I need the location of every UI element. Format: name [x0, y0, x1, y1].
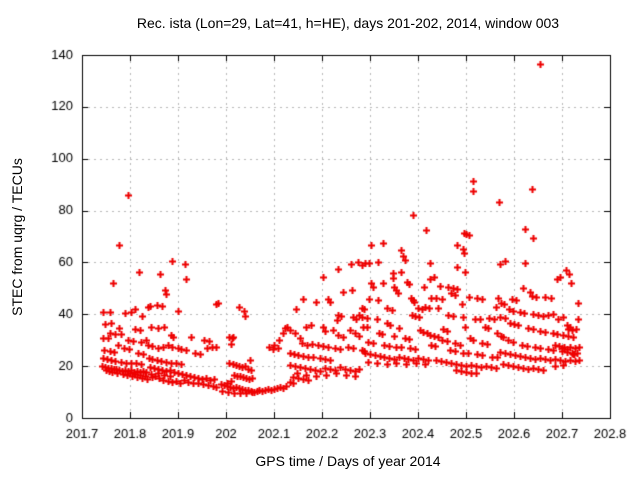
x-axis-label: GPS time / Days of year 2014 [255, 453, 441, 469]
chart-title: Rec. ista (Lon=29, Lat=41, h=HE), days 2… [136, 15, 560, 31]
y-axis-label: STEC from uqrg / TECUs [9, 158, 25, 316]
